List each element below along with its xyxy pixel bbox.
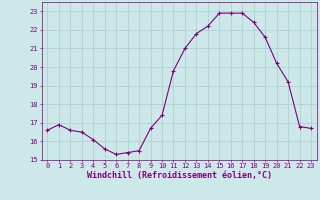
X-axis label: Windchill (Refroidissement éolien,°C): Windchill (Refroidissement éolien,°C) — [87, 171, 272, 180]
